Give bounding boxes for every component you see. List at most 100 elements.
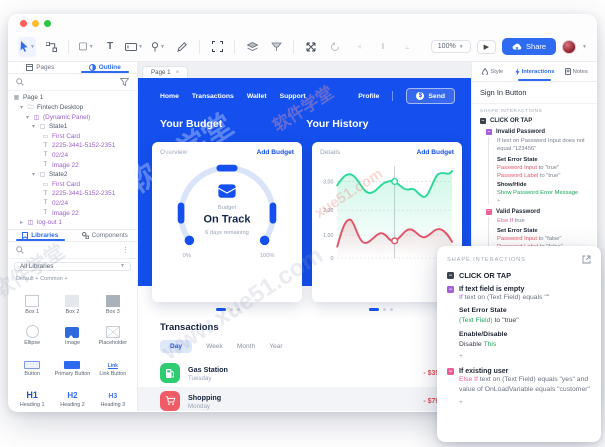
case-invalid-password[interactable]: − Invalid Password If text on Password In…	[472, 126, 597, 206]
zoom-window-button[interactable]	[44, 19, 51, 27]
component-ellipse[interactable]: Ellipse	[12, 318, 52, 346]
filter-icon[interactable]	[120, 78, 129, 87]
action-line[interactable]: Password Label to "true"	[497, 172, 561, 179]
transaction-row-gas[interactable]: Gas Station Tuesday - $35.88	[138, 359, 471, 387]
input-tool-button[interactable]: ▼	[125, 37, 143, 57]
share-button[interactable]: Share	[502, 38, 557, 55]
design-viewport[interactable]: Home Transactions Wallet Support Profile…	[138, 78, 471, 411]
connector-tool-button[interactable]	[42, 37, 60, 57]
caret-icon[interactable]: ▾	[19, 105, 23, 112]
transaction-row-shopping[interactable]: Shopping Monday - $79.90	[138, 387, 471, 411]
action-line[interactable]: Disable This	[459, 340, 497, 348]
close-tab-icon[interactable]: ×	[175, 69, 180, 76]
search-icon[interactable]	[16, 78, 24, 86]
layer-row-first-card[interactable]: ▭ First Card	[42, 132, 81, 140]
layer-row-state2[interactable]: ▾ ▢ State2	[31, 171, 68, 179]
case-text-field-empty[interactable]: − If text field is empty If text on (Text…	[447, 286, 591, 362]
event-collapse-icon[interactable]: −	[480, 117, 486, 124]
add-action-button[interactable]: +	[459, 398, 463, 406]
component-box3[interactable]: Box 3	[93, 287, 133, 315]
design-nav-support[interactable]: Support	[279, 92, 306, 100]
tab-components[interactable]: Components	[73, 230, 138, 241]
component-image[interactable]: Image	[52, 318, 92, 346]
search-icon[interactable]	[16, 246, 24, 254]
account-avatar[interactable]	[562, 39, 577, 54]
design-nav-transactions[interactable]: Transactions	[191, 92, 234, 100]
txn-tab-year[interactable]: Year	[269, 343, 283, 350]
align-left-button[interactable]: ⫞	[357, 41, 361, 51]
layer-row-card-number2[interactable]: T 2225-3441-5152-2351	[43, 190, 116, 198]
caret-icon[interactable]: ▾	[31, 172, 35, 179]
close-window-button[interactable]	[20, 19, 27, 27]
frame-tool-button[interactable]	[208, 37, 226, 57]
tab-outline[interactable]: Outline	[73, 62, 138, 74]
caret-icon[interactable]: ▾	[31, 124, 35, 131]
click-or-tap-event[interactable]: − CLICK OR TAP	[472, 116, 597, 126]
rotate-button[interactable]	[326, 37, 344, 57]
design-send-button[interactable]: $ Send	[406, 88, 455, 104]
component-box1[interactable]: Box 1	[12, 287, 52, 315]
layer-row-first-card2[interactable]: ▭ First Card	[42, 180, 81, 188]
component-button[interactable]: Button	[12, 349, 52, 377]
layer-row-image22[interactable]: T Image 22	[43, 161, 79, 169]
action-line[interactable]: Password Input to "true"	[497, 164, 560, 171]
zoom-level-select[interactable]: 100% ▼	[430, 40, 471, 53]
budget-card-dots[interactable]	[152, 308, 305, 311]
click-or-tap-event[interactable]: − CLICK OR TAP	[447, 271, 591, 280]
align-center-button[interactable]: ‖	[381, 42, 385, 51]
tab-pages[interactable]: Pages	[8, 62, 73, 73]
case-collapse-icon[interactable]: −	[447, 286, 454, 293]
caret-icon[interactable]: ▸	[19, 220, 23, 227]
resize-button[interactable]	[302, 37, 320, 57]
layer-row-card-number[interactable]: T 2225-3441-5152-2351	[43, 142, 116, 150]
component-heading3[interactable]: H3 Heading 3	[100, 393, 126, 408]
budget-card[interactable]: Overview Add Budget	[152, 142, 302, 302]
canvas-tab-page1[interactable]: Page 1 ×	[142, 66, 189, 78]
bring-forward-button[interactable]	[243, 37, 261, 57]
layer-row-state1[interactable]: ▾ ▢ State1	[31, 123, 68, 131]
event-collapse-icon[interactable]: −	[447, 272, 454, 279]
design-nav-profile[interactable]: Profile	[358, 92, 380, 100]
txn-tab-week[interactable]: Week	[206, 343, 223, 350]
layer-row-fintech-desktop[interactable]: ▾ 🗀 Fintech Desktop	[19, 104, 84, 112]
action-line[interactable]: Password Input to "false"	[497, 236, 562, 243]
budget-add-button[interactable]: Add Budget	[256, 149, 294, 156]
component-box2[interactable]: Box 2	[52, 287, 92, 315]
history-add-button[interactable]: Add Budget	[416, 149, 454, 156]
layer-row-image22b[interactable]: T Image 22	[43, 209, 79, 217]
add-action-button[interactable]: +	[459, 352, 463, 360]
case-collapse-icon[interactable]: −	[486, 208, 492, 215]
tab-interactions[interactable]: Interactions	[514, 62, 556, 81]
txn-tab-day[interactable]: Day	[160, 340, 193, 353]
pen-tool-button[interactable]	[173, 37, 191, 57]
component-primary-button[interactable]: Primary Button	[52, 349, 92, 377]
library-filter-select[interactable]: All Libraries ▼	[14, 261, 131, 271]
caret-icon[interactable]: ▾	[25, 114, 29, 121]
pin-tool-button[interactable]: ▼	[149, 37, 167, 57]
case-collapse-icon[interactable]: −	[486, 128, 492, 135]
design-nav-home[interactable]: Home	[160, 92, 179, 100]
distribute-button[interactable]: ⫠	[404, 41, 410, 51]
add-action-button[interactable]: +	[497, 197, 501, 204]
minimize-window-button[interactable]	[32, 19, 39, 27]
preview-play-button[interactable]: ▶	[476, 39, 497, 54]
layer-row-logout1[interactable]: ▸ ◫ log-out 1	[19, 219, 62, 227]
history-card-dots[interactable]	[305, 308, 458, 311]
shape-interactions-panel[interactable]: SHAPE INTERACTIONS − CLICK OR TAP − If te…	[437, 246, 601, 442]
layer-row-card-date[interactable]: T 02/24	[43, 151, 68, 159]
send-backward-button[interactable]	[267, 37, 285, 57]
case-existing-user[interactable]: − If existing user Else If text on (Text …	[447, 368, 591, 408]
layer-row-card-date2[interactable]: T 02/24	[43, 199, 68, 207]
open-external-icon[interactable]	[582, 255, 591, 264]
component-heading1[interactable]: H1 Heading 1	[19, 390, 45, 408]
component-placeholder[interactable]: Placeholder	[93, 318, 133, 346]
design-nav-wallet[interactable]: Wallet	[246, 92, 267, 100]
txn-tab-month[interactable]: Month	[236, 343, 256, 350]
action-line[interactable]: Show Password Error Message	[497, 189, 579, 196]
tab-notes[interactable]: Notes	[555, 62, 597, 81]
action-line[interactable]: (Text Field) to "true"	[459, 317, 519, 325]
text-tool-button[interactable]: T	[106, 41, 114, 52]
component-link-button[interactable]: Link Link Button	[99, 363, 127, 377]
layer-row-page1[interactable]: ▦ Page 1	[13, 94, 44, 102]
tab-style[interactable]: Style	[472, 62, 514, 81]
